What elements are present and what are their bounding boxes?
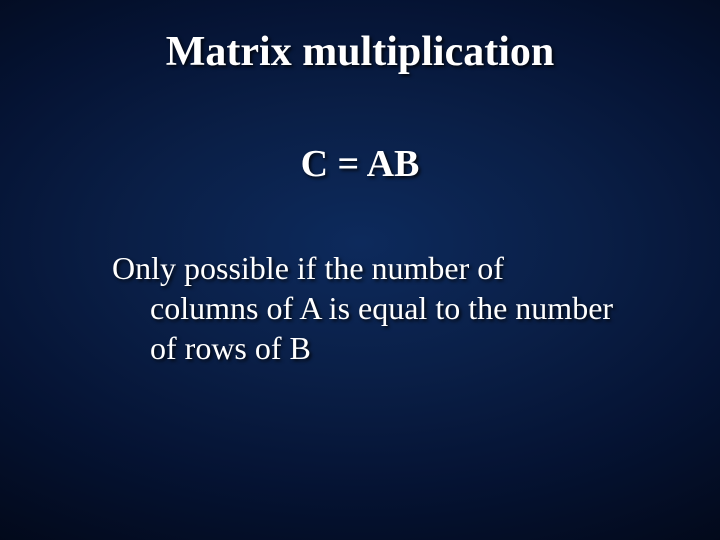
slide: Matrix multiplication C = AB Only possib…: [0, 0, 720, 540]
body-line-1: Only possible if the number of: [112, 250, 504, 286]
body-line-3: of rows of B: [112, 328, 660, 368]
slide-body: Only possible if the number of columns o…: [112, 248, 660, 368]
slide-title: Matrix multiplication: [0, 28, 720, 76]
body-line-2: columns of A is equal to the number: [112, 288, 660, 328]
slide-equation: C = AB: [0, 142, 720, 186]
